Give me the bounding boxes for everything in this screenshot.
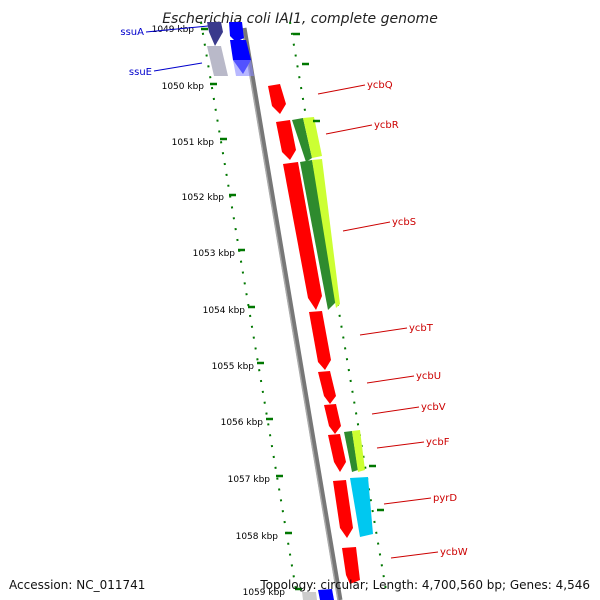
reverse-cds-group (268, 84, 360, 600)
leader-ycbR (325, 124, 373, 135)
cds-ycbS-red (283, 162, 322, 310)
cds-ycbW-red (342, 547, 360, 584)
leader-ycbF (376, 441, 425, 449)
cds-ycbF-red (328, 434, 346, 472)
kbp-label: 1056 kbp (221, 418, 264, 428)
gene-label-pyrD: pyrD (433, 493, 457, 504)
cds-ycbR-red (276, 120, 296, 160)
leader-ycbW (390, 551, 439, 559)
kbp-label: 1054 kbp (203, 306, 246, 316)
gene-label-ycbS: ycbS (392, 217, 416, 228)
genome-backbone-highlight (241, 27, 339, 600)
gene-ssuE-arrow (229, 22, 244, 42)
cds-ycbR-lime (303, 117, 322, 158)
map-title: Escherichia coli IAI1, complete genome (162, 11, 438, 27)
leader-ycbU (366, 375, 415, 384)
kbp-label: 1057 kbp (228, 475, 271, 485)
leader-ycbS (342, 221, 391, 232)
forward-cds-group (292, 117, 373, 537)
gene-label-ycbF: ycbF (426, 437, 450, 448)
cds-pyrD-cyan (350, 477, 373, 537)
cds-bottom-blue (318, 589, 334, 600)
gene-label-ssuA: ssuA (120, 27, 144, 38)
leader-ssuE (153, 62, 203, 72)
cds-ycbS-lime (312, 159, 340, 308)
kbp-ruler: 1049 kbp 1050 kbp 1051 kbp 1052 kbp 1053… (152, 25, 384, 598)
leader-ycbT (359, 327, 408, 336)
gene-label-ycbT: ycbT (409, 323, 434, 334)
cds-ycbS-green (300, 160, 338, 310)
gene-ssuE-shade (233, 60, 254, 76)
ssu-gene-block (207, 22, 254, 76)
kbp-label: 1055 kbp (212, 362, 255, 372)
kbp-label: 1051 kbp (172, 138, 215, 148)
kbp-label: 1052 kbp (182, 193, 225, 203)
cds-ycbR-green (292, 118, 312, 162)
leader-ycbQ (317, 84, 366, 95)
gene-ssuA-arrow (207, 22, 223, 46)
gene-ssuA-shade (207, 46, 228, 76)
leader-ycbV (371, 406, 420, 415)
cds-bottom-grey (302, 592, 317, 600)
left-tick-rail (200, 21, 298, 597)
cds-ycbQ (268, 84, 286, 114)
gene-label-ycbU: ycbU (416, 371, 441, 382)
kbp-label: 1059 kbp (243, 588, 286, 598)
gene-label-ssuE: ssuE (129, 67, 152, 78)
cds-ycbF-green (344, 431, 358, 472)
gene-label-ycbV: ycbV (421, 402, 446, 413)
cds-ycbF-lime (352, 430, 365, 472)
gene-label-ycbW: ycbW (440, 547, 468, 558)
leader-ssuA (145, 25, 209, 33)
genome-summary-text: Topology: circular; Length: 4,700,560 bp… (260, 578, 590, 592)
kbp-label: 1050 kbp (162, 82, 205, 92)
leader-pyrD (383, 497, 432, 505)
cds-pyrD-red (333, 480, 353, 538)
cds-ycbT (309, 311, 331, 370)
right-tick-rail (289, 21, 388, 597)
kbp-label: 1049 kbp (152, 25, 195, 35)
genome-backbone (241, 27, 343, 600)
gene-label-ycbR: ycbR (374, 120, 399, 131)
gene-label-ycbQ: ycbQ (367, 80, 393, 91)
cds-ycbU (318, 371, 336, 404)
cds-ycbV (324, 404, 341, 434)
kbp-label: 1058 kbp (236, 532, 279, 542)
accession-text: Accession: NC_011741 (9, 578, 146, 592)
kbp-label: 1053 kbp (193, 249, 236, 259)
